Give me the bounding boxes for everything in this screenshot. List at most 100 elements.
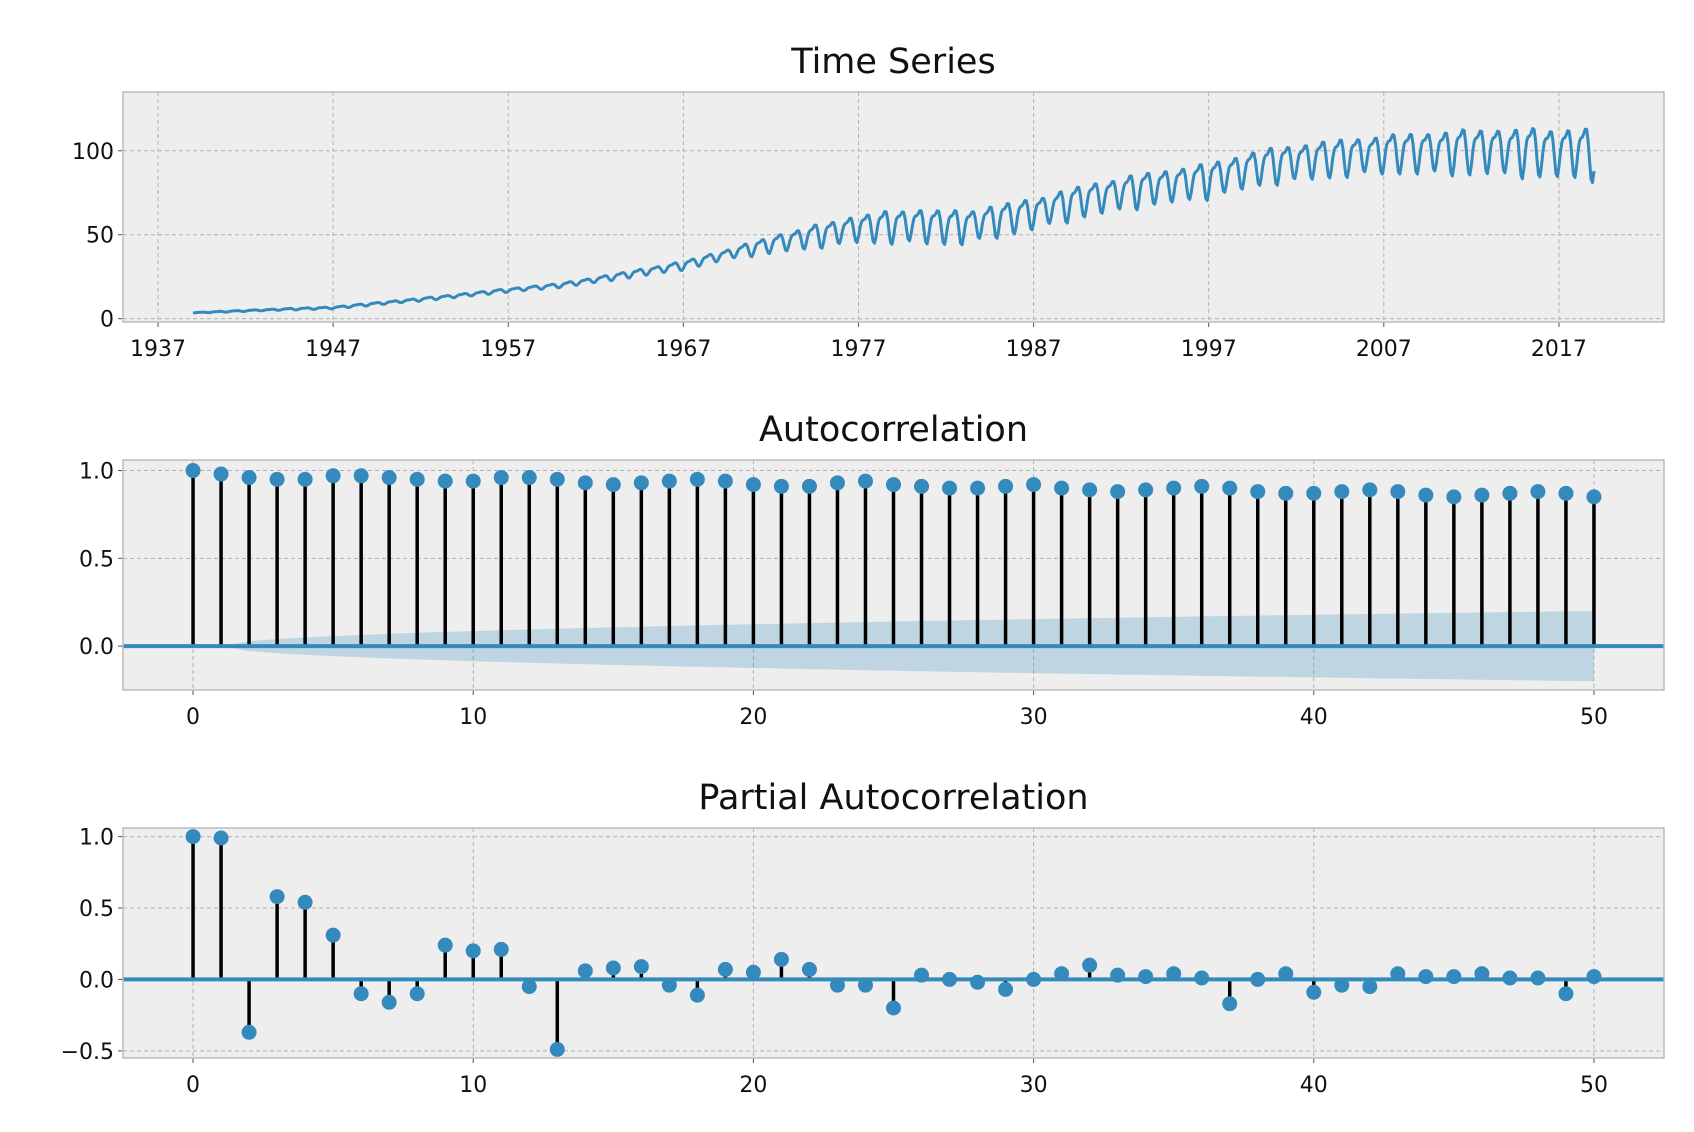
stem-marker — [1530, 970, 1546, 986]
stem-marker — [1306, 984, 1322, 1000]
stem-marker — [409, 986, 425, 1002]
stem-marker — [689, 987, 705, 1003]
chart-title: Time Series — [790, 42, 995, 82]
stem-marker — [886, 1000, 901, 1016]
stem-marker — [1474, 966, 1490, 982]
x-tick-label: 2017 — [1531, 337, 1587, 362]
stem-marker — [213, 830, 229, 846]
stem-marker — [353, 986, 369, 1002]
y-tick-label: 1.0 — [79, 826, 114, 851]
stem-marker — [773, 478, 789, 494]
stem-marker — [1334, 484, 1350, 500]
stem-marker — [1334, 977, 1350, 993]
stem-marker — [970, 974, 986, 990]
axes-frame — [122, 827, 1665, 1059]
series-line — [192, 127, 1596, 315]
stem-marker — [717, 961, 733, 977]
axes-frame — [122, 459, 1665, 691]
stem-marker — [241, 470, 257, 486]
stem-marker — [437, 937, 453, 953]
stem-marker — [213, 466, 229, 482]
y-tick-label: 0.0 — [79, 968, 114, 993]
y-tick-label: 1.0 — [79, 460, 114, 485]
partial-autocorrelation-panel: 0 10 20 30 40 50 −0.5 0.0 0.5 1.0 Partial Autocorr… — [61, 778, 1665, 1098]
stem-marker — [914, 967, 930, 983]
stem-marker — [717, 473, 733, 489]
stem-marker — [829, 475, 845, 491]
stem-marker — [269, 471, 285, 487]
stem-marker — [1026, 477, 1042, 493]
x-tick-label: 30 — [1020, 705, 1048, 730]
stem-marker — [745, 477, 761, 493]
stems — [191, 470, 1596, 647]
x-tick-label: 1937 — [130, 337, 186, 362]
x-tick-label: 1967 — [655, 337, 711, 362]
x-tick-label: 1947 — [305, 337, 361, 362]
stem-marker — [1250, 971, 1266, 987]
x-tick-label: 1987 — [1006, 337, 1062, 362]
stem-marker — [1222, 480, 1238, 496]
plot-area — [123, 92, 1664, 322]
stem-marker — [1418, 969, 1434, 985]
x-tick-label: 0 — [186, 1073, 200, 1098]
stem-marker — [633, 959, 649, 975]
stem-marker — [1194, 478, 1210, 494]
x-tick-label: 40 — [1300, 1073, 1328, 1098]
stem-marker — [1082, 957, 1098, 973]
stem-marker — [914, 478, 930, 494]
stem-marker — [325, 927, 341, 943]
stem-marker — [185, 463, 201, 479]
x-tick-label: 0 — [186, 705, 200, 730]
stem-marker — [1194, 970, 1210, 986]
x-tick-label: 50 — [1580, 1073, 1608, 1098]
stem-marker — [1250, 484, 1266, 500]
stem-marker — [1558, 485, 1574, 501]
stem-marker — [465, 473, 481, 489]
x-tick-label: 1997 — [1181, 337, 1237, 362]
stem-marker — [1278, 966, 1294, 982]
stem-marker — [521, 979, 537, 995]
stem-marker — [1446, 489, 1462, 505]
stem-marker — [381, 994, 397, 1010]
axes-frame — [122, 91, 1665, 323]
stem-marker — [1166, 966, 1182, 982]
stem-marker — [970, 480, 986, 496]
stem-marker — [998, 478, 1014, 494]
stem-marker — [465, 943, 481, 959]
stem-marker — [325, 468, 341, 484]
plot-area — [123, 828, 1664, 1058]
stem-marker — [1362, 482, 1378, 498]
stem-marker — [493, 470, 509, 486]
stem-marker — [605, 960, 621, 976]
stem-marker — [549, 471, 565, 487]
x-tick-label: 2007 — [1356, 337, 1412, 362]
stem-marker — [381, 470, 397, 486]
stem-marker — [1222, 996, 1238, 1012]
stem-marker — [409, 471, 425, 487]
x-tick-label: 20 — [739, 1073, 767, 1098]
chart-title: Autocorrelation — [759, 410, 1028, 450]
x-tick-label: 1977 — [830, 337, 886, 362]
stem-marker — [801, 478, 817, 494]
stem-marker — [1474, 487, 1490, 503]
stem-marker — [437, 473, 453, 489]
stem-marker — [801, 961, 817, 977]
y-tick-label: 100 — [72, 140, 114, 165]
stem-marker — [857, 473, 873, 489]
stem-marker — [829, 977, 845, 993]
stem-marker — [886, 477, 901, 493]
stem-marker — [1418, 487, 1434, 503]
stem-marker — [773, 951, 789, 967]
stem-marker — [1390, 966, 1406, 982]
tick-labels: 1937 1947 1957 1967 1977 1987 1997 2007 2017 0 50 1… — [72, 140, 1587, 362]
stem-marker — [269, 889, 285, 905]
stem-marker — [1138, 969, 1154, 985]
stem-marker — [661, 977, 677, 993]
x-tick-label: 20 — [739, 705, 767, 730]
stem-marker — [1110, 484, 1126, 500]
stem-marker — [549, 1041, 565, 1057]
stem-marker — [942, 480, 958, 496]
markers — [185, 829, 1602, 1057]
stem-marker — [577, 963, 593, 979]
